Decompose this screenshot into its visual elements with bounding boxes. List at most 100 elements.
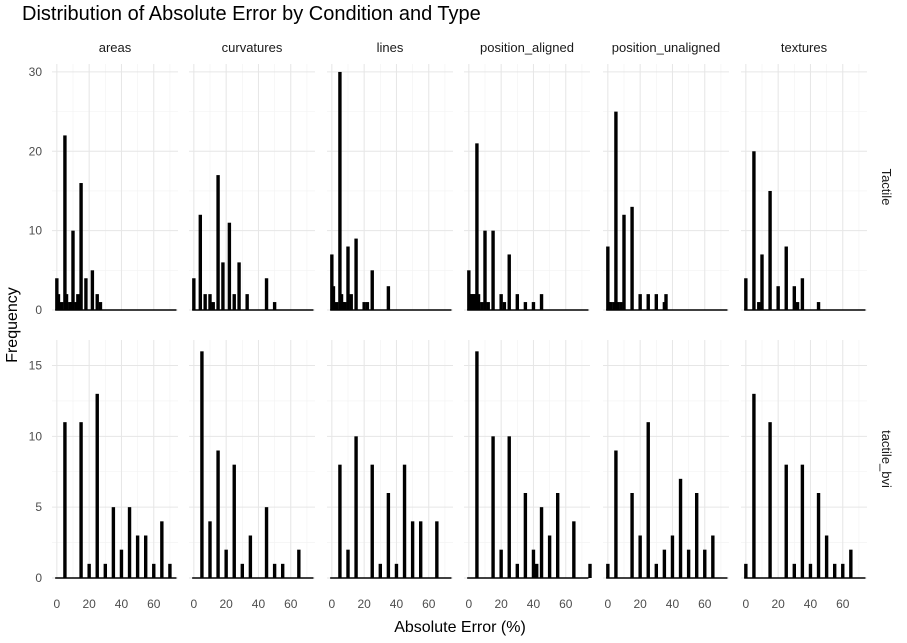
histogram-bar [800,464,805,578]
histogram-bar [221,262,225,310]
x-tick-label: 40 [390,597,404,611]
x-tick-label: 20 [494,597,508,611]
x-tick-label: 60 [284,597,298,611]
histogram-bar [338,464,342,578]
histogram-bar [370,270,374,310]
histogram-bar [343,302,347,310]
histogram-bar [534,563,539,578]
histogram-bar [216,175,220,310]
histogram-bar [79,422,83,578]
histogram-bar [402,464,407,578]
histogram-bar [90,270,95,310]
histogram-bar [208,521,212,578]
histogram-bar [630,206,634,310]
panel-textures-tactile_bvi [741,340,867,579]
x-tick-label: 0 [466,597,473,611]
histogram-bar [539,507,544,578]
panel-lines-tactile_bvi [327,340,453,579]
histogram-bar [849,549,853,578]
histogram-bar [237,262,241,310]
column-strip-label: lines [377,40,404,55]
x-tick-label: 0 [605,597,612,611]
histogram-bar [515,563,520,578]
histogram-bar [606,246,610,310]
histogram-bar [622,214,626,310]
x-tick-label: 40 [804,597,818,611]
histogram-bar [330,254,334,310]
histogram-bar [646,294,650,310]
histogram-bar [264,278,269,310]
histogram-bar [232,464,236,578]
column-strip-label: position_aligned [480,40,574,55]
panel-position_unaligned-Tactile [603,64,729,311]
column-strip-label: curvatures [222,40,283,55]
histogram-bar [744,563,748,578]
histogram-bar [776,286,780,310]
histogram-bar [71,230,75,310]
histogram-bar [240,563,245,578]
histogram-bar [203,294,207,310]
histogram-bar [760,254,764,310]
histogram-bar [475,143,479,310]
histogram-bar [630,493,634,578]
x-tick-label: 40 [115,597,129,611]
histogram-bar [670,535,675,578]
histogram-bar [638,535,642,578]
x-axis-title: Absolute Error (%) [394,619,526,636]
histogram-bar [349,294,353,310]
histogram-bar [606,563,610,578]
x-tick-label: 40 [666,597,680,611]
histogram-bar [499,549,503,578]
x-tick-label: 20 [357,597,371,611]
histogram-bar [95,393,99,578]
histogram-bar [523,493,528,578]
x-tick-label: 20 [771,597,785,611]
histogram-bar [227,222,232,310]
row-strip-label: Tactile [879,169,894,206]
histogram-bar [418,521,423,578]
histogram-bar [410,521,415,578]
histogram-bar [483,230,487,310]
histogram-bar [152,563,156,578]
histogram-bar [638,294,642,310]
histogram-bar [87,563,91,578]
histogram-bar [370,464,374,578]
histogram-bar [63,135,67,310]
histogram-bar [95,294,99,310]
panel-textures-Tactile [741,64,867,311]
histogram-bar [334,302,339,310]
histogram-bar [168,563,172,578]
histogram-bar [703,549,707,578]
histogram-bar [103,563,108,578]
x-tick-label: 0 [329,597,336,611]
histogram-bar [491,436,495,578]
histogram-bar [792,563,797,578]
histogram-bar [646,422,650,578]
panel-areas-tactile_bvi [52,340,178,579]
histogram-bar [386,493,391,578]
histogram-bar [56,294,61,310]
y-tick-label: 0 [35,571,42,585]
histogram-bar [768,190,772,310]
histogram-bar [386,286,391,310]
histogram-bar [264,507,269,578]
x-tick-label: 60 [836,597,850,611]
histogram-bar [841,563,845,578]
histogram-bar [752,393,756,578]
histogram-bar [784,246,788,310]
histogram-bar [475,351,479,578]
histogram-bar [198,214,203,310]
row-strip-label: tactile_bvi [879,430,894,488]
x-tick-label: 20 [82,597,96,611]
histogram-bar [609,302,613,310]
histogram-bar [515,294,520,310]
histogram-bar [800,278,805,310]
histogram-bar [280,563,285,578]
histogram-bar [808,563,813,578]
panel-curvatures-Tactile [189,64,315,311]
y-tick-label: 15 [29,359,43,373]
x-tick-label: 60 [559,597,573,611]
panels-layer: Tactile 0 10 20 30 areas curvatures lines positi… [29,40,894,611]
histogram-bar [832,563,837,578]
